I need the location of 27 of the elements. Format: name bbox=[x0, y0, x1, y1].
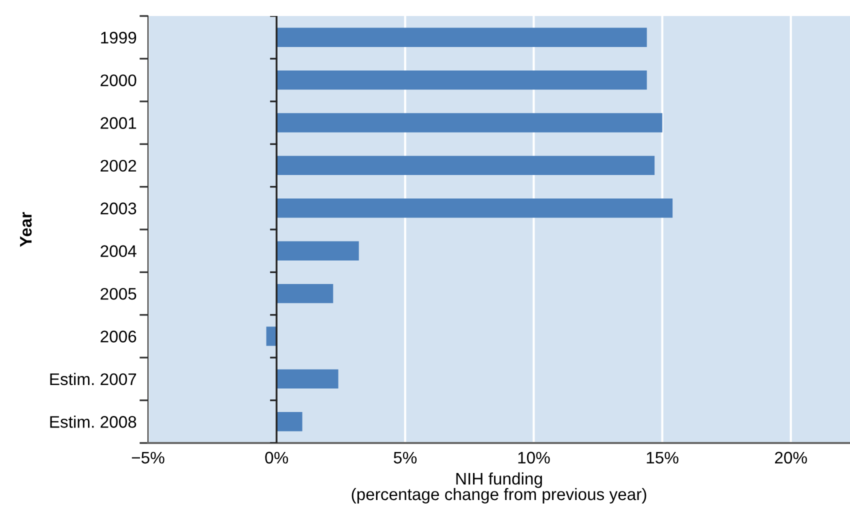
y-tick-label: 2005 bbox=[100, 288, 136, 300]
y-tick-label: Estim. 2008 bbox=[50, 416, 136, 428]
bar bbox=[276, 28, 647, 47]
x-tick-label: 5% bbox=[394, 452, 417, 464]
y-tick-label: 2004 bbox=[100, 245, 136, 258]
x-tick-label: 0% bbox=[265, 452, 288, 464]
x-tick-label: 10% bbox=[518, 452, 550, 464]
y-tick-label: 2000 bbox=[100, 74, 136, 86]
bar bbox=[276, 241, 359, 260]
x-tick-label: 15% bbox=[646, 452, 678, 464]
bar bbox=[276, 369, 338, 389]
bar bbox=[276, 198, 673, 218]
x-tick-label: 20% bbox=[775, 452, 807, 464]
y-tick-label: 2002 bbox=[100, 160, 136, 172]
y-tick-label: 1999 bbox=[101, 32, 136, 44]
y-tick-label: Estim. 2007 bbox=[50, 372, 136, 386]
y-axis-title: Year bbox=[20, 212, 32, 247]
bar bbox=[276, 284, 334, 304]
y-tick-label: 2001 bbox=[100, 117, 136, 129]
bar bbox=[276, 412, 302, 432]
x-axis-title: NIH funding (percentage change from previous year) bbox=[352, 472, 646, 504]
y-tick-label: 2003 bbox=[100, 202, 136, 214]
y-tick-label: 2006 bbox=[100, 330, 136, 342]
bar bbox=[276, 70, 647, 90]
x-tick-label: −5% bbox=[132, 452, 164, 464]
bar bbox=[276, 156, 655, 176]
bar bbox=[276, 113, 662, 132]
